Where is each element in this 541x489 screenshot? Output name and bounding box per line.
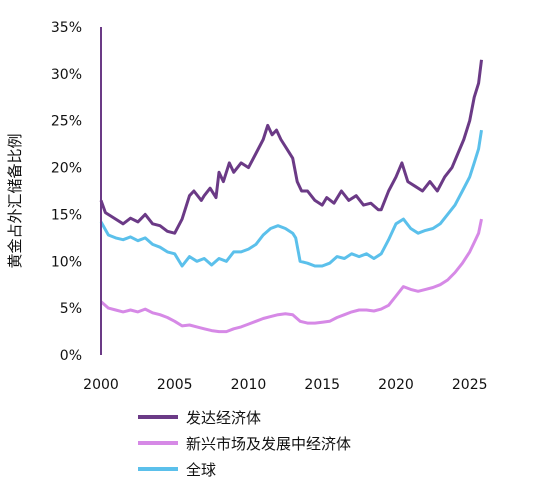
x-tick-label: 2000 xyxy=(83,377,119,393)
x-tick-label: 2025 xyxy=(452,377,488,393)
y-axis-label: 黄金占外汇储备比例 xyxy=(6,133,24,268)
legend-swatch-global xyxy=(138,467,178,471)
y-tick-label: 30% xyxy=(51,67,82,83)
y-tick-label: 0% xyxy=(60,348,82,364)
legend-swatch-developed xyxy=(138,415,178,419)
x-tick-label: 2005 xyxy=(157,377,193,393)
series-line-global xyxy=(99,129,483,268)
legend-item-global: 全球 xyxy=(138,456,351,482)
x-tick-label: 2020 xyxy=(378,377,414,393)
series-line-emerging xyxy=(100,218,483,334)
legend: 发达经济体 新兴市场及发展中经济体 全球 xyxy=(138,404,351,482)
legend-item-developed: 发达经济体 xyxy=(138,404,351,430)
legend-label-emerging: 新兴市场及发展中经济体 xyxy=(186,434,352,453)
legend-item-emerging: 新兴市场及发展中经济体 xyxy=(138,430,351,456)
series-line-developed xyxy=(99,59,483,235)
legend-swatch-emerging xyxy=(138,441,178,445)
series-layer xyxy=(99,59,483,334)
y-tick-label: 25% xyxy=(51,114,82,130)
x-tick-label: 2010 xyxy=(231,377,267,393)
x-tick-label: 2015 xyxy=(304,377,340,393)
y-tick-label: 10% xyxy=(51,254,82,270)
y-axis-ticks: 0% 5% 10% 15% 20% 25% 30% 35% xyxy=(51,20,82,364)
y-tick-label: 20% xyxy=(51,161,82,177)
gold-reserve-line-chart: 0%5%10%15%20%25%30%35% 2000 2005 2010 2015 2… xyxy=(6,20,488,393)
legend-label-developed: 发达经济体 xyxy=(186,408,262,427)
legend-label-global: 全球 xyxy=(186,460,217,479)
y-tick-label: 15% xyxy=(51,207,82,223)
x-axis-ticks: 2000 2005 2010 2015 2020 2025 xyxy=(83,377,487,393)
y-tick-label: 5% xyxy=(60,301,82,317)
y-tick-label: 35% xyxy=(51,20,82,36)
